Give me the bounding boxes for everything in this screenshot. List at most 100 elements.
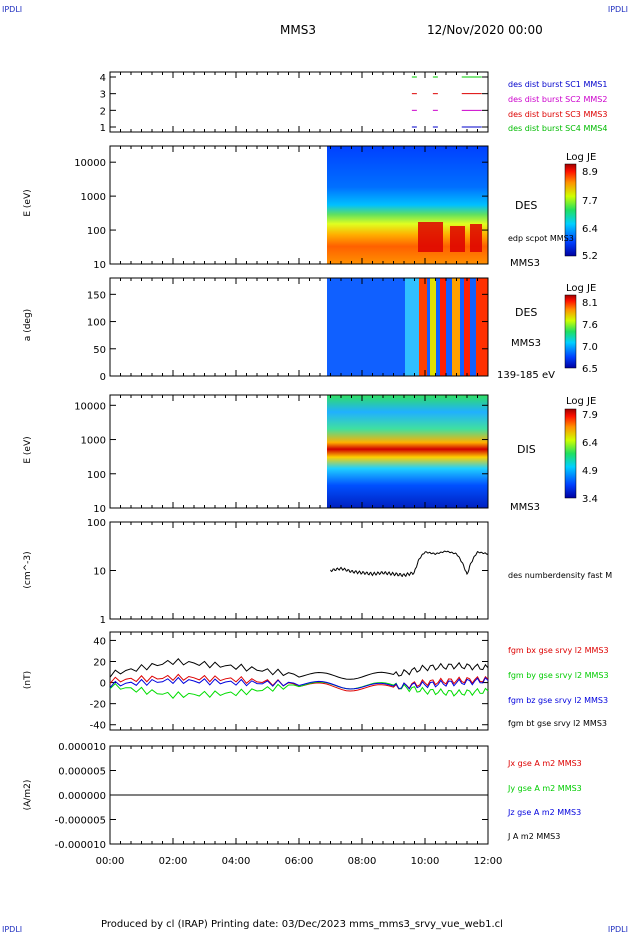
panel-7-ytick-label-0: 0.000010 xyxy=(58,742,106,753)
panel-7-ytick-label-4: -0.000010 xyxy=(55,840,106,851)
by-line xyxy=(109,681,489,699)
legend-bx: fgm bx gse srvy l2 MMS3 xyxy=(508,646,609,655)
date-title: 12/Nov/2020 00:00 xyxy=(427,23,543,37)
panel-3-hot-3 xyxy=(440,278,446,376)
panel-2-spacecraft: MMS3 xyxy=(510,258,540,269)
bz-line xyxy=(109,676,489,690)
panel-6-frame xyxy=(109,631,489,731)
xtick-label-2: 04:00 xyxy=(222,856,251,867)
panel-3-hot-1 xyxy=(419,278,427,376)
panel-3-cbar-tick-1: 8.1 xyxy=(582,298,598,309)
panel-2-ytick-label-0: 10000 xyxy=(74,158,106,169)
panel-4-cbar-title: Log JE xyxy=(566,396,597,407)
panel-2-overlay-label: edp scpot MMS3 xyxy=(508,234,574,243)
panel-3-cbar-title: Log JE xyxy=(566,283,597,294)
panel-4-spacecraft: MMS3 xyxy=(510,502,540,513)
xtick-label-0: 00:00 xyxy=(96,856,125,867)
legend-sc2: des dist burst SC2 MMS2 xyxy=(508,95,608,104)
panel-3-ytick-label-1: 100 xyxy=(87,318,106,329)
legend-j: J A m2 MMS3 xyxy=(508,832,561,841)
colorbar-1 xyxy=(564,163,577,257)
panel-4-cbar-tick-4: 3.4 xyxy=(582,494,598,505)
panel-3-cbar-tick-3: 7.0 xyxy=(582,342,598,353)
legend-bz: fgm bz gse srvy l2 MMS3 xyxy=(508,696,609,705)
density-line xyxy=(330,550,489,578)
legend-by: fgm by gse srvy l2 MMS3 xyxy=(508,671,609,680)
panel-7-ylabel: (A/m2) xyxy=(23,779,33,811)
panel-4-ylabel: E (eV) xyxy=(23,436,33,464)
colorbar-3 xyxy=(564,408,577,499)
panel-2-ytick-label-2: 100 xyxy=(87,226,106,237)
panel-1-frame xyxy=(109,71,489,133)
xtick-label-4: 08:00 xyxy=(348,856,377,867)
panel-3-ytick-label-2: 50 xyxy=(93,345,106,356)
panel-7-ytick-label-3: -0.000005 xyxy=(55,816,106,827)
corner-logo-top-left: IPDLI xyxy=(2,5,23,14)
panel-4-cbar-tick-3: 4.9 xyxy=(582,466,598,477)
panel-5-ytick-label-2: 1 xyxy=(100,615,106,626)
legend-bt: fgm bt gse srvy l2 MMS3 xyxy=(508,719,607,728)
panel-3-hot-5 xyxy=(464,278,470,376)
xtick-label-5: 10:00 xyxy=(411,856,440,867)
panel-6-ylabel: (nT) xyxy=(23,670,33,690)
panel-2-ytick-label-1: 1000 xyxy=(81,192,106,203)
panel-3-hot-4 xyxy=(452,278,460,376)
panel-3-cbar-tick-2: 7.6 xyxy=(582,320,598,331)
panel-6-ytick-label-0: 40 xyxy=(93,636,106,647)
panel-5-legend: des numberdensity fast M xyxy=(508,571,613,580)
panel-3-ylabel: a (deg) xyxy=(23,308,33,342)
corner-logo-top-right: IPDLI xyxy=(607,5,628,14)
corner-logo-bottom-right: IPDLI xyxy=(607,925,628,934)
panel-4-ytick-label-1: 1000 xyxy=(81,436,106,447)
panel-4-ytick-label-0: 10000 xyxy=(74,401,106,412)
legend-sc3: des dist burst SC3 MMS3 xyxy=(508,110,608,119)
bx-line xyxy=(109,673,489,692)
panel-2-instrument: DES xyxy=(515,199,538,212)
panel-3-ytick-label-0: 150 xyxy=(87,290,106,301)
footer-text: Produced by cl (IRAP) Printing date: 03/… xyxy=(101,919,503,930)
plot-area: 4321100001000100101501005001000010001001… xyxy=(55,71,577,867)
panel-2-cbar-tick-1: 8.9 xyxy=(582,167,598,178)
panel-2-cbar-tick-3: 6.4 xyxy=(582,224,598,235)
panel-3-ytick-label-3: 0 xyxy=(100,372,106,383)
panel-1-ytick-label-0: 4 xyxy=(100,73,106,84)
xtick-label-1: 02:00 xyxy=(159,856,188,867)
panel-3-hot-6 xyxy=(476,278,488,376)
panel-6-ytick-label-2: 0 xyxy=(100,679,106,690)
panel-3-spacecraft: MMS3 xyxy=(511,338,541,349)
panel-6-ytick-label-3: -20 xyxy=(90,700,106,711)
legend-jz: Jz gse A m2 MMS3 xyxy=(508,808,582,817)
panel-4-cbar-tick-2: 6.4 xyxy=(582,438,598,449)
panel-7-ytick-label-1: 0.000005 xyxy=(58,767,106,778)
xtick-label-3: 06:00 xyxy=(285,856,314,867)
panel-4-instrument: DIS xyxy=(517,443,536,456)
panel-3-energy-range: 139-185 eV xyxy=(497,370,555,381)
panel-2-red-band-2 xyxy=(450,226,465,252)
panel-2-ylabel: E (eV) xyxy=(23,189,33,217)
panel-1-ytick-label-3: 1 xyxy=(100,123,106,134)
panel-7-ytick-label-2: 0.000000 xyxy=(58,791,106,802)
panel-2-cbar-title: Log JE xyxy=(566,152,597,163)
panel-4-heatmap xyxy=(327,395,488,508)
legend-jy: Jy gse A m2 MMS3 xyxy=(508,784,582,793)
legend-jx: Jx gse A m2 MMS3 xyxy=(508,759,582,768)
panel-3-green-region xyxy=(405,278,419,376)
panel-5-ytick-label-0: 100 xyxy=(87,518,106,529)
legend-sc1: des dist burst SC1 MMS1 xyxy=(508,80,608,89)
panel-6-ytick-label-1: 20 xyxy=(93,658,106,669)
panel-3-cbar-tick-4: 6.5 xyxy=(582,364,598,375)
bt-line xyxy=(109,658,489,680)
legend-sc4: des dist burst SC4 MMS4 xyxy=(508,124,608,133)
corner-logo-bottom-left: IPDLI xyxy=(2,925,23,934)
panel-3-hot-2 xyxy=(430,278,436,376)
panel-4-ytick-label-3: 10 xyxy=(93,504,106,515)
panel-5-ytick-label-1: 10 xyxy=(93,567,106,578)
panel-2-red-band-1 xyxy=(418,222,443,252)
panel-4-ytick-label-2: 100 xyxy=(87,470,106,481)
colorbar-2 xyxy=(564,294,577,369)
panel-2-red-band-3 xyxy=(470,224,482,252)
panel-3-instrument: DES xyxy=(515,306,538,319)
panel-5-ylabel: (cm^-3) xyxy=(23,551,33,589)
panel-1-ytick-label-1: 3 xyxy=(100,90,106,101)
panel-5-frame xyxy=(109,521,489,620)
